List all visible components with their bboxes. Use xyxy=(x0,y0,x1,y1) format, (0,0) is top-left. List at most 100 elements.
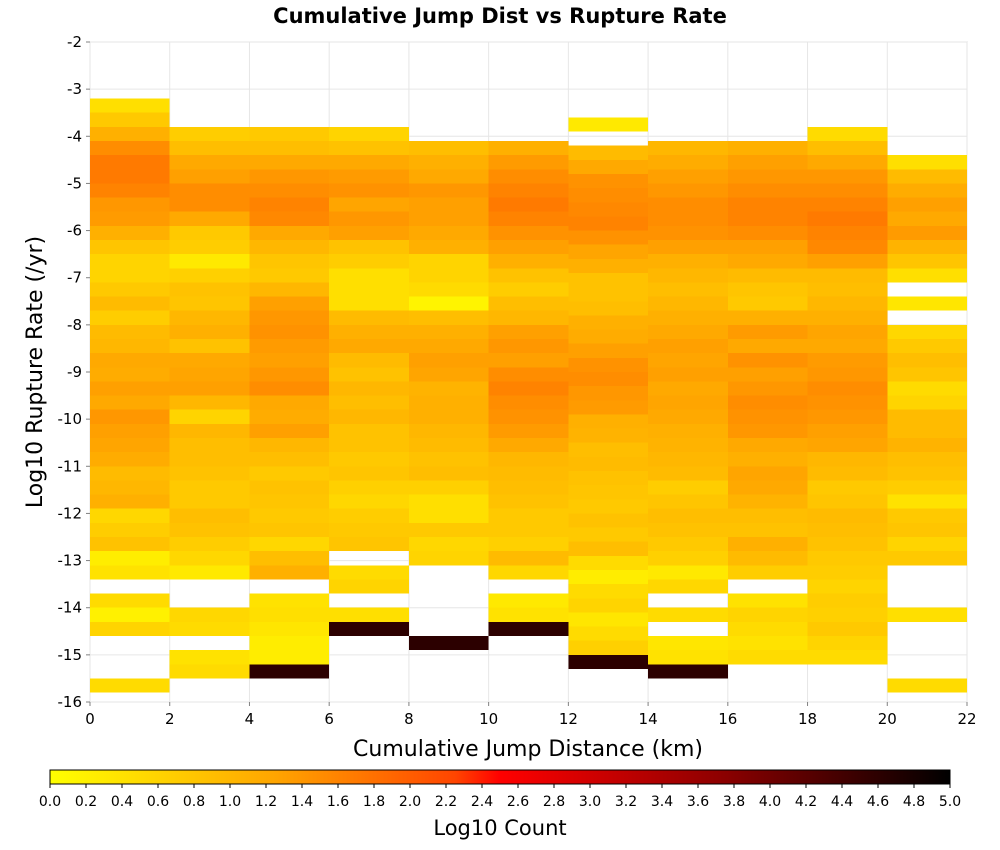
heatmap-cell xyxy=(169,664,250,679)
heatmap-cell xyxy=(249,254,330,269)
heatmap-cell xyxy=(169,650,250,665)
heatmap-cell xyxy=(887,452,967,467)
heatmap-cell xyxy=(249,438,330,453)
y-tick-label: -14 xyxy=(58,599,83,617)
heatmap-cell xyxy=(727,593,808,608)
x-tick-label: 12 xyxy=(559,710,578,728)
heatmap-cell xyxy=(568,612,649,627)
heatmap-cell xyxy=(488,254,569,269)
heatmap-cell xyxy=(727,452,808,467)
heatmap-cell xyxy=(488,395,569,410)
heatmap-cell xyxy=(727,296,808,311)
heatmap-cell xyxy=(169,169,250,184)
heatmap-cell xyxy=(568,499,649,514)
x-axis-title: Cumulative Jump Distance (km) xyxy=(353,737,703,762)
heatmap-cell xyxy=(727,650,808,665)
heatmap-cell xyxy=(887,438,967,453)
colorbar-tick-label: 4.2 xyxy=(795,794,817,810)
heatmap-cell xyxy=(90,240,170,255)
heatmap-cell xyxy=(408,169,489,184)
heatmap-cell xyxy=(169,197,250,212)
heatmap-cell xyxy=(249,367,330,382)
heatmap-cell xyxy=(169,409,250,424)
heatmap-cell xyxy=(249,466,330,481)
heatmap-cell xyxy=(807,353,888,368)
heatmap-cell xyxy=(408,480,489,495)
heatmap-cell xyxy=(807,636,888,651)
heatmap-cell xyxy=(727,423,808,438)
heatmap-cell xyxy=(329,381,409,396)
heatmap-cell xyxy=(887,395,967,410)
heatmap-cell xyxy=(90,169,170,184)
heatmap-cell xyxy=(90,551,170,566)
heatmap-cell xyxy=(807,480,888,495)
heatmap-cell xyxy=(727,551,808,566)
heatmap-cell xyxy=(727,522,808,537)
heatmap-cell xyxy=(807,537,888,552)
heatmap-cell xyxy=(887,678,967,693)
heatmap-cell xyxy=(887,324,967,339)
heatmap-cell xyxy=(648,438,728,453)
x-tick-label: 14 xyxy=(639,710,658,728)
y-tick-label: -2 xyxy=(67,33,82,51)
colorbar-tick-label: 3.4 xyxy=(651,794,673,810)
heatmap-cell xyxy=(568,626,649,641)
heatmap-cell xyxy=(249,537,330,552)
heatmap-cell xyxy=(408,310,489,325)
heatmap-cell xyxy=(807,522,888,537)
colorbar-tick-label: 3.8 xyxy=(723,794,745,810)
heatmap-cell xyxy=(807,310,888,325)
heatmap-cell xyxy=(727,381,808,396)
heatmap-cell xyxy=(329,621,409,636)
heatmap-cell xyxy=(169,452,250,467)
heatmap-cell xyxy=(807,621,888,636)
heatmap-cell xyxy=(408,395,489,410)
colorbar-tick-label: 0.4 xyxy=(111,794,133,810)
heatmap-cell xyxy=(90,480,170,495)
heatmap-cell xyxy=(169,621,250,636)
heatmap-cell xyxy=(648,537,728,552)
heatmap-cell xyxy=(887,353,967,368)
heatmap-cell xyxy=(488,324,569,339)
heatmap-cell xyxy=(807,126,888,141)
heatmap-cell xyxy=(329,409,409,424)
heatmap-cell xyxy=(648,522,728,537)
heatmap-cell xyxy=(807,593,888,608)
heatmap-cell xyxy=(249,381,330,396)
heatmap-cell xyxy=(169,367,250,382)
heatmap-cell xyxy=(169,508,250,523)
heatmap-cell xyxy=(807,565,888,580)
x-tick-label: 0 xyxy=(85,710,95,728)
heatmap-cell xyxy=(169,225,250,240)
heatmap-cell xyxy=(807,169,888,184)
heatmap-cell xyxy=(249,480,330,495)
heatmap-cell xyxy=(408,155,489,170)
heatmap-cell xyxy=(90,452,170,467)
heatmap-cell xyxy=(249,169,330,184)
y-tick-label: -5 xyxy=(67,174,82,192)
heatmap-cell xyxy=(568,428,649,443)
heatmap-cell xyxy=(807,409,888,424)
colorbar-tick-label: 1.2 xyxy=(255,794,277,810)
x-tick-label: 20 xyxy=(878,710,897,728)
heatmap-cell xyxy=(169,155,250,170)
heatmap-cell xyxy=(488,508,569,523)
heatmap-cell xyxy=(488,339,569,354)
heatmap-cell xyxy=(488,494,569,509)
heatmap-cell xyxy=(807,438,888,453)
heatmap-cell xyxy=(90,98,170,113)
heatmap-cell xyxy=(90,367,170,382)
colorbar xyxy=(49,769,951,785)
heatmap-cell xyxy=(488,466,569,481)
colorbar-tick-label: 0.8 xyxy=(183,794,205,810)
heatmap-cell xyxy=(169,466,250,481)
heatmap-cell xyxy=(568,471,649,486)
heatmap-cell xyxy=(568,343,649,358)
heatmap-cell xyxy=(727,310,808,325)
heatmap-cell xyxy=(249,636,330,651)
heatmap-cell xyxy=(408,240,489,255)
heatmap-cell xyxy=(648,310,728,325)
heatmap-cell xyxy=(329,537,409,552)
heatmap-cell xyxy=(408,268,489,283)
colorbar-ticks: 0.0 0.2 0.4 0.6 0.8 1.0 1.2 1.4 1.6 1.8 2.0 2.2 2.4 2… xyxy=(39,784,961,810)
